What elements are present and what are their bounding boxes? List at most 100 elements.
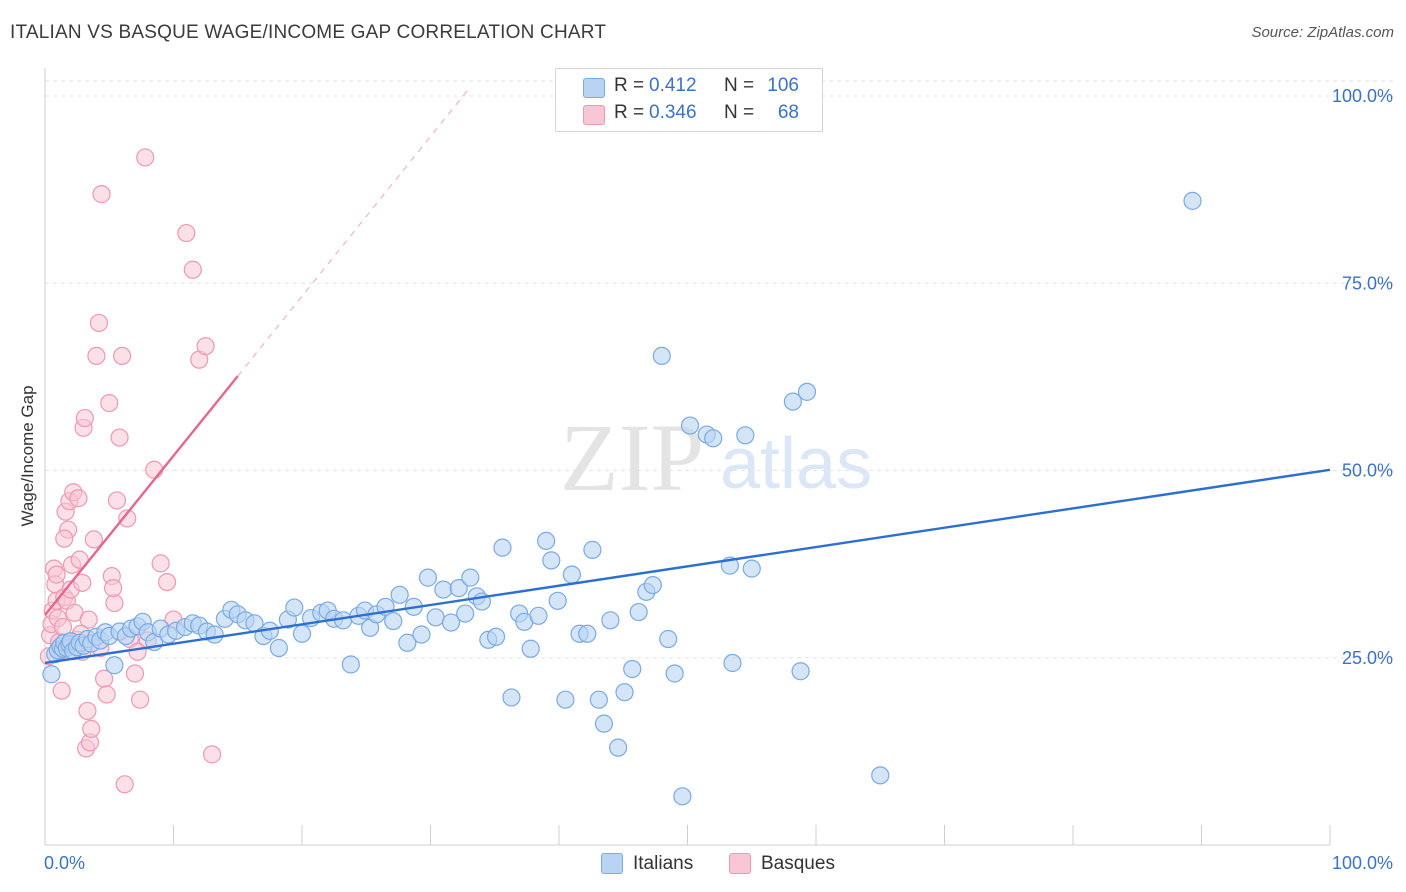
basque-point	[125, 664, 145, 683]
italian-point	[594, 714, 614, 733]
italian-point	[542, 551, 561, 570]
italian-point	[742, 559, 761, 578]
basque-point	[100, 393, 119, 413]
r-label: R =	[614, 75, 645, 96]
basque-point	[130, 690, 150, 709]
basque-point	[78, 701, 97, 721]
basque-point	[177, 223, 196, 243]
basque-point	[73, 573, 92, 592]
italians-legend-swatch	[601, 853, 623, 874]
basque-point	[112, 346, 132, 366]
italian-point	[441, 613, 461, 632]
basque-point	[55, 529, 74, 548]
italian-point	[665, 664, 684, 683]
n-label: N =	[724, 75, 755, 96]
italian-point	[418, 568, 438, 587]
italian-point	[643, 575, 662, 595]
basque-point	[183, 260, 202, 279]
r-value: 0.346	[649, 102, 697, 123]
basque-point	[104, 578, 123, 598]
basques-trend-line	[44, 375, 239, 616]
italian-point	[704, 429, 723, 448]
basque-point	[128, 642, 147, 661]
italian-point	[412, 625, 431, 644]
italian-point	[285, 598, 304, 617]
italian-point	[434, 580, 453, 599]
basque-points	[39, 148, 222, 794]
italian-point	[42, 665, 61, 684]
y-tick-label: 100.0%	[1332, 86, 1393, 106]
italians-swatch	[583, 78, 605, 98]
basque-point	[97, 685, 116, 704]
italian-point	[623, 659, 642, 679]
italian-point	[791, 662, 810, 681]
basques-legend-swatch	[729, 853, 751, 874]
y-tick-label: 25.0%	[1342, 648, 1393, 668]
italian-point	[537, 531, 556, 551]
italian-point	[723, 653, 742, 673]
italian-point	[461, 568, 480, 587]
tick-labels: 25.0% 50.0% 75.0% 100.0% 0.0% 100.0%	[44, 86, 1393, 873]
grid-lines	[45, 80, 1395, 659]
italian-point	[398, 633, 417, 652]
basque-point	[151, 554, 170, 573]
italian-point	[615, 683, 634, 702]
italian-point	[449, 578, 468, 598]
italian-point	[390, 585, 409, 604]
italian-point	[659, 629, 678, 649]
italian-point	[292, 624, 312, 643]
basque-point	[105, 593, 124, 613]
italian-point	[578, 624, 597, 643]
y-axis-label: Wage/Income Gap	[18, 385, 37, 526]
x-tick-label: 0.0%	[44, 853, 85, 873]
italian-point	[341, 655, 360, 674]
italian-points	[42, 191, 1202, 806]
n-value: 106	[767, 75, 799, 96]
basque-point	[87, 346, 106, 366]
basque-point	[52, 681, 71, 700]
watermark-zip: ZIP	[560, 404, 704, 511]
italian-point	[609, 738, 628, 757]
italian-point	[589, 690, 608, 709]
italian-point	[783, 392, 802, 411]
correlation-legend: R = 0.412 N = 106 R = 0.346 N = 68	[555, 68, 823, 132]
italian-point	[269, 638, 288, 658]
basques-swatch	[583, 105, 605, 125]
basque-point	[196, 337, 215, 356]
basque-point	[145, 460, 164, 479]
italian-point	[529, 606, 548, 625]
y-tick-label: 75.0%	[1342, 273, 1393, 293]
italian-point	[334, 611, 353, 630]
italian-point	[384, 611, 403, 631]
italian-point	[680, 416, 700, 435]
italian-point	[736, 426, 755, 445]
italian-point	[673, 787, 692, 806]
basque-point	[47, 565, 66, 584]
basques-trend-extension	[237, 88, 470, 377]
basque-point	[107, 491, 127, 510]
italian-point	[652, 346, 671, 366]
italian-point	[456, 604, 475, 623]
basque-point	[202, 745, 222, 764]
italians-legend-label: Italians	[633, 853, 694, 874]
italian-point	[548, 591, 567, 610]
basque-point	[69, 489, 88, 508]
italian-point	[583, 540, 602, 559]
italian-point	[205, 625, 224, 644]
basque-point	[89, 313, 109, 333]
basque-point	[157, 573, 177, 592]
italian-point	[502, 688, 521, 707]
italian-point	[426, 608, 445, 627]
italian-point	[1183, 191, 1202, 210]
italian-point	[105, 656, 124, 675]
basque-point	[84, 530, 103, 549]
italian-point	[601, 611, 620, 630]
basques-legend-label: Basques	[761, 853, 835, 874]
italian-point	[871, 766, 890, 785]
basque-point	[82, 719, 101, 739]
italian-point	[562, 565, 581, 584]
r-label: R =	[614, 102, 645, 123]
basque-point	[75, 408, 94, 428]
r-value: 0.412	[649, 75, 697, 96]
